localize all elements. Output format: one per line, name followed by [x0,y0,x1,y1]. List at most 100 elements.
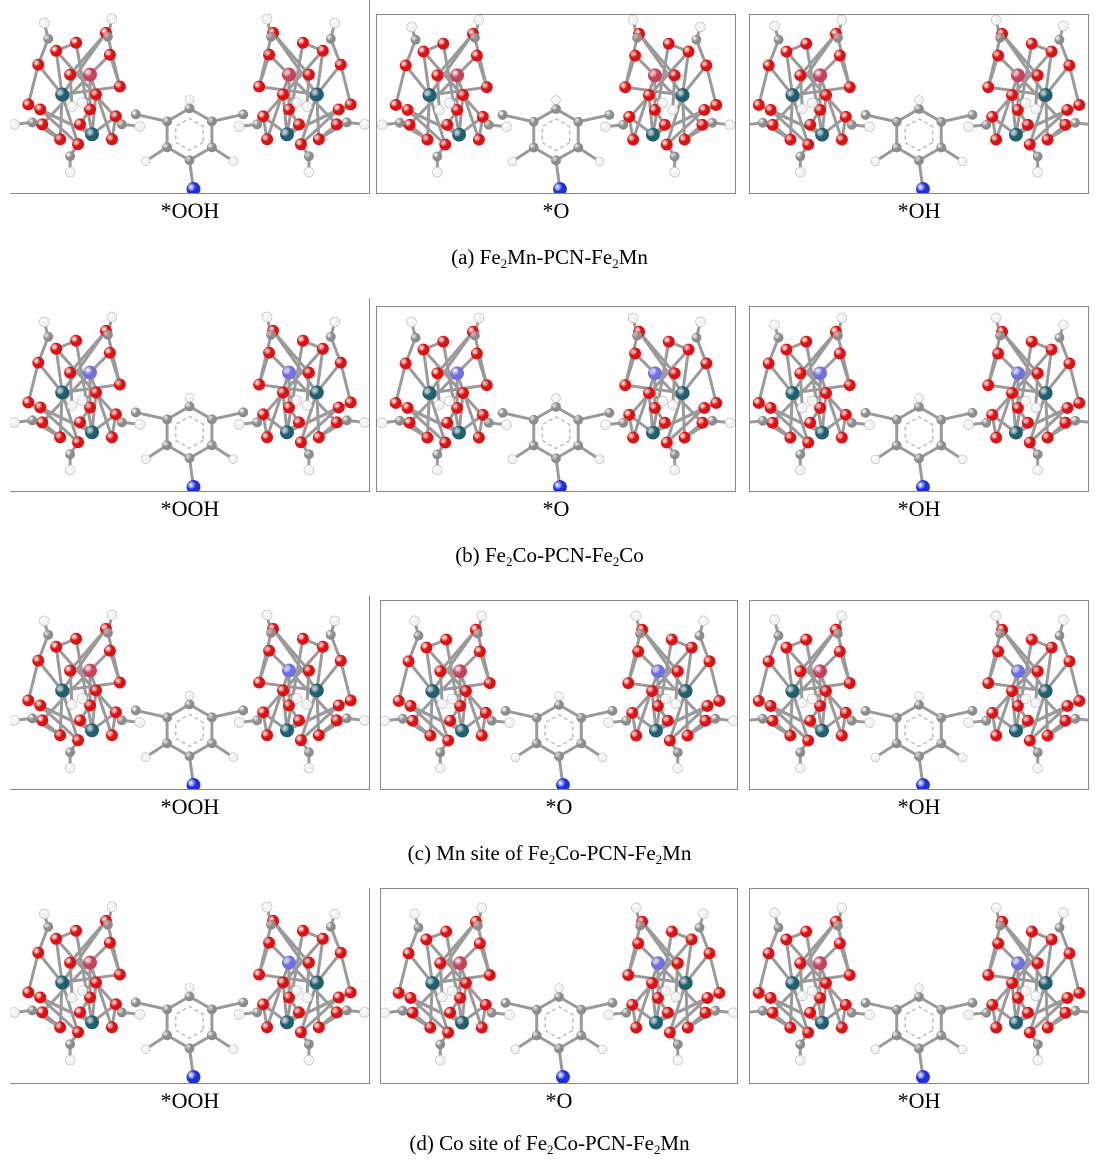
carbon-atom [573,414,584,425]
bond [836,37,852,88]
bond [784,647,794,692]
bond [299,406,340,444]
hydrogen-atom [627,312,639,324]
oxygen-atom [292,118,305,131]
hydrogen-atom [957,156,968,167]
bond [818,74,844,141]
carbon-atom [206,414,217,425]
bond [257,632,273,683]
bond [640,628,679,673]
oxygen-atom [113,676,126,689]
formula-text: Mn [660,1131,690,1155]
oxygen-atom [389,99,402,111]
carbon-atom [341,117,352,128]
bond [1028,108,1069,146]
hydrogen-atom [630,902,642,914]
hydrogen-atom [76,97,88,108]
oxygen-atom [483,677,496,690]
oxygen-atom [441,416,454,429]
oxygen-atom [648,104,661,116]
oxygen-atom [990,431,1003,444]
carbon-atom [832,920,843,931]
carbon-atom [554,991,564,1002]
hydrogen-atom [329,17,341,29]
nitrogen-atom [556,778,570,789]
atom-group [381,902,737,1083]
hydrogen-atom [796,990,808,1002]
oxygen-atom [804,416,817,429]
bond [668,996,709,1034]
bond [54,50,64,95]
aromatic-ring [544,1005,574,1040]
oxygen-atom [762,655,775,668]
oxygen-atom [312,133,325,146]
oxygen-atom [22,986,35,999]
bond [68,329,108,374]
hydrogen-atom [10,1007,20,1018]
bond [684,939,694,984]
oxygen-atom [986,706,999,719]
bond [74,42,94,135]
hydrogen-atom [434,399,445,411]
bond [1044,690,1050,736]
oxygen-atom [292,1006,305,1019]
bond [1000,330,1039,375]
cobalt-atom [648,366,662,381]
carbon-atom [554,699,564,710]
oxygen-atom [1059,1006,1072,1019]
bond [804,931,824,1023]
aromatic-ring [174,415,205,450]
nitrogen-atom [916,1070,930,1083]
carbon-atom [891,142,902,153]
oxygen-atom [476,110,489,123]
oxygen-atom [479,706,492,719]
bond [799,920,837,965]
bond [1067,65,1081,106]
bond [1014,931,1034,1023]
bond [106,632,122,683]
carbon-atom [981,119,992,130]
oxygen-atom [622,969,635,982]
bond [211,708,244,719]
oxygen-atom [442,734,455,747]
carbon-atom [773,630,784,641]
oxygen-atom [619,379,632,392]
aromatic-ring [904,1005,934,1040]
oxygen-atom [701,991,714,1004]
oxygen-atom [820,685,832,697]
oxygen-atom [22,396,35,409]
oxygen-atom [253,80,266,93]
oxygen-atom [804,1006,817,1019]
oxygen-atom [406,714,419,727]
iron-atom [785,684,800,698]
hydrogen-atom [957,454,968,465]
bond [265,962,291,1028]
oxygen-atom [470,347,483,360]
bond [865,113,898,124]
bond [54,348,64,393]
formula-subscript: 2 [612,554,620,569]
carbon-atom [531,738,542,749]
hydrogen-atom [134,419,146,430]
formula-text: Fe [527,841,549,865]
oxygen-atom [1012,991,1024,1004]
oxygen-atom [434,957,447,970]
oxygen-atom [332,103,345,116]
carbon-atom [1070,415,1081,426]
hydrogen-atom [627,15,639,26]
oxygen-atom [70,632,83,645]
oxygen-atom [283,991,295,1004]
bond [406,406,447,444]
bond [1028,690,1048,741]
bond [865,1001,898,1012]
carbon-atom [184,699,195,710]
oxygen-atom [70,334,83,347]
atom-group [381,610,737,789]
hydrogen-atom [66,992,78,1003]
row-caption: (d) Co site of Fe2Co-PCN-Fe2Mn [0,1130,1099,1163]
oxygen-atom [648,401,661,414]
oxygen-atom [90,684,102,697]
bond [315,938,325,983]
hydrogen-atom [724,417,735,428]
hydrogen-atom [794,1054,806,1066]
